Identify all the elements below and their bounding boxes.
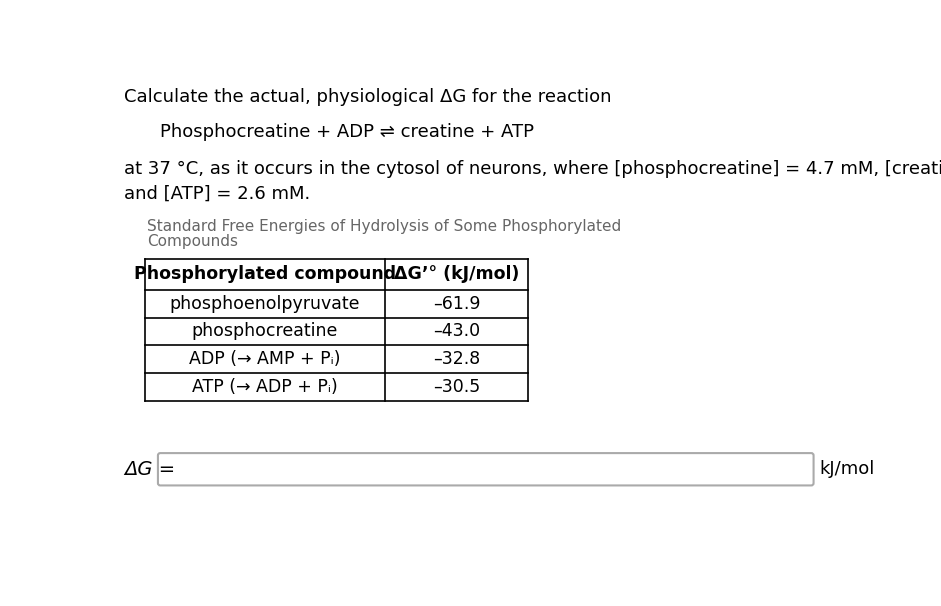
Text: Standard Free Energies of Hydrolysis of Some Phosphorylated: Standard Free Energies of Hydrolysis of … bbox=[147, 219, 621, 234]
Text: ATP (→ ADP + Pᵢ): ATP (→ ADP + Pᵢ) bbox=[192, 378, 338, 396]
Text: ADP (→ AMP + Pᵢ): ADP (→ AMP + Pᵢ) bbox=[189, 350, 341, 368]
Text: and [ATP] = 2.6 mM.: and [ATP] = 2.6 mM. bbox=[124, 184, 311, 202]
Text: phosphocreatine: phosphocreatine bbox=[192, 322, 338, 341]
Text: kJ/mol: kJ/mol bbox=[820, 461, 875, 478]
Text: phosphoenolpyruvate: phosphoenolpyruvate bbox=[169, 295, 360, 313]
Text: –43.0: –43.0 bbox=[433, 322, 480, 341]
Text: ΔG =: ΔG = bbox=[124, 460, 175, 479]
Text: at 37 °C, as it occurs in the cytosol of neurons, where [phosphocreatine] = 4.7 : at 37 °C, as it occurs in the cytosol of… bbox=[124, 160, 941, 178]
Text: Compounds: Compounds bbox=[147, 235, 238, 250]
Text: –61.9: –61.9 bbox=[433, 295, 481, 313]
FancyBboxPatch shape bbox=[158, 453, 814, 485]
Text: –30.5: –30.5 bbox=[433, 378, 480, 396]
Text: –32.8: –32.8 bbox=[433, 350, 480, 368]
Text: ΔG’° (kJ/mol): ΔG’° (kJ/mol) bbox=[394, 265, 519, 284]
Text: Phosphocreatine + ADP ⇌ creatine + ATP: Phosphocreatine + ADP ⇌ creatine + ATP bbox=[160, 123, 534, 141]
Text: Phosphorylated compound: Phosphorylated compound bbox=[134, 265, 396, 284]
Text: Calculate the actual, physiological ΔG for the reaction: Calculate the actual, physiological ΔG f… bbox=[124, 88, 612, 106]
